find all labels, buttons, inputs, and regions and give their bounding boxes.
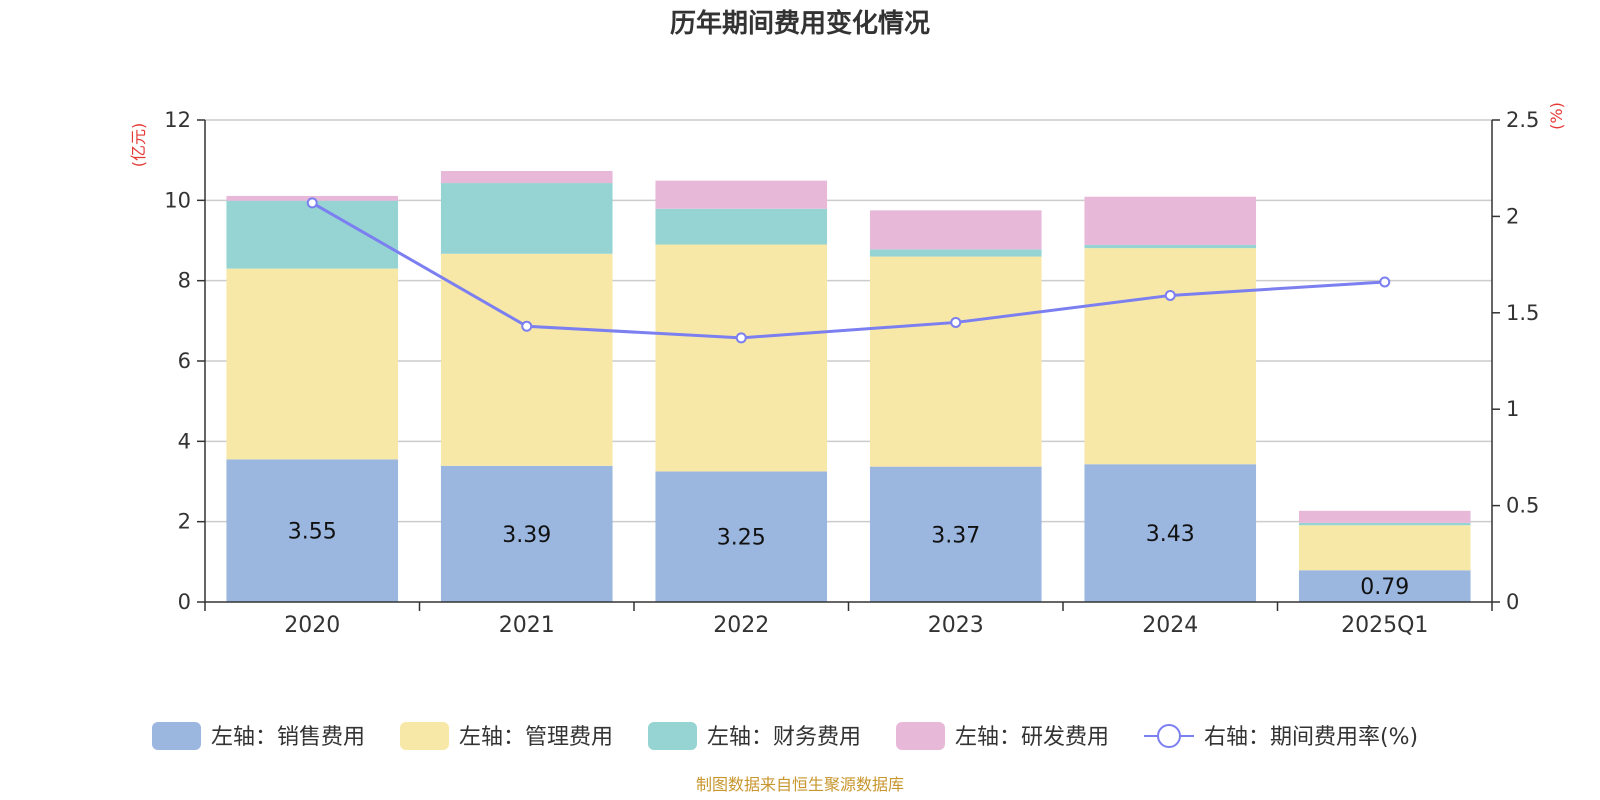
legend-swatch (896, 722, 945, 750)
bar-segment-s0-2021 (440, 465, 613, 602)
left-tick-label: 10 (164, 188, 191, 212)
rate-line-series (306, 197, 1391, 344)
x-tick-label: 2021 (499, 613, 555, 638)
bar-data-label: 3.37 (931, 523, 980, 548)
bar-segment-s0-2023 (869, 466, 1042, 602)
bar-segment-s1-2021 (440, 253, 613, 466)
bar-segment-s1-2022 (655, 244, 828, 472)
legend-label: 左轴：财务费用 (707, 725, 861, 750)
rate-point-2021 (521, 320, 533, 332)
x-tick-label: 2023 (928, 613, 984, 638)
bar-segment-s0-2020 (226, 459, 399, 602)
bar-segment-s2-2020 (226, 200, 399, 269)
left-tick-label: 0 (178, 590, 191, 614)
bar-segment-s1-2020 (226, 268, 399, 460)
left-axis-unit: (亿元) (129, 123, 148, 168)
bar-segment-s0-2025Q1 (1298, 570, 1471, 602)
left-tick-label: 2 (178, 510, 191, 534)
left-tick-label: 12 (164, 108, 191, 132)
bar-segment-s3-2024 (1084, 196, 1257, 245)
bar-segment-s0-2022 (655, 471, 828, 602)
bar-segment-s2-2024 (1084, 244, 1257, 249)
legend-label: 左轴：管理费用 (459, 725, 613, 750)
rate-point-2025Q1 (1379, 276, 1391, 288)
left-axis-ticks: 0 2 4 6 8 10 12 (164, 108, 205, 614)
bar-segment-s2-2022 (655, 208, 828, 245)
right-axis-unit: (%) (1547, 102, 1566, 130)
bar-segment-s3-2022 (655, 180, 828, 209)
bar-data-label: 3.43 (1146, 522, 1195, 547)
legend-swatch (400, 722, 449, 750)
rate-line (311, 201, 1385, 340)
left-tick-label: 4 (178, 429, 191, 453)
bar-segment-s0-2024 (1084, 464, 1257, 602)
bar-data-label: 3.25 (717, 526, 766, 551)
legend-swatch (152, 722, 201, 750)
bar-segment-s1-2023 (869, 256, 1042, 467)
source-note: 制图数据来自恒生聚源数据库 (696, 775, 904, 794)
x-tick-label: 2025Q1 (1341, 613, 1428, 638)
bar-segment-s3-2023 (869, 210, 1042, 250)
bar-data-label: 0.79 (1360, 575, 1409, 600)
bar-segment-s1-2024 (1084, 248, 1257, 465)
legend-label: 左轴：研发费用 (955, 725, 1109, 750)
right-tick-label: 1 (1506, 397, 1519, 421)
left-tick-label: 8 (178, 269, 191, 293)
x-tick-label: 2022 (713, 613, 769, 638)
legend-label: 右轴：期间费用率(%) (1204, 725, 1418, 750)
rate-point-2023 (950, 316, 962, 328)
rate-point-2020 (306, 197, 318, 209)
x-axis-ticks: 2020 2021 2022 2023 2024 2025Q1 (204, 602, 1493, 638)
right-tick-label: 2.5 (1506, 108, 1539, 132)
data-labels: 3.55 3.39 3.25 3.37 3.43 0.79 (288, 520, 1409, 600)
right-tick-label: 2 (1506, 204, 1519, 228)
legend-swatch (648, 722, 697, 750)
bar-series (226, 171, 1471, 602)
legend: 左轴：销售费用 左轴：管理费用 左轴：财务费用 左轴：研发费用 右轴：期间费用率(%) (152, 722, 1418, 750)
rate-point-2024 (1164, 289, 1176, 301)
right-axis-ticks: 0 0.5 1 1.5 2 2.5 (1492, 108, 1539, 614)
gridlines (205, 119, 1492, 523)
bar-data-label: 3.55 (288, 520, 337, 545)
right-tick-label: 1.5 (1506, 301, 1539, 325)
bar-segment-s3-2021 (440, 171, 613, 184)
bar-segment-s2-2023 (869, 249, 1042, 257)
chart-title: 历年期间费用变化情况 (670, 8, 930, 39)
left-tick-label: 6 (178, 349, 191, 373)
legend-label: 左轴：销售费用 (211, 725, 365, 750)
legend-marker (1157, 724, 1181, 748)
bar-segment-s1-2025Q1 (1298, 525, 1471, 571)
x-tick-label: 2024 (1142, 613, 1198, 638)
rate-point-2022 (735, 332, 747, 344)
bar-segment-s2-2025Q1 (1298, 522, 1471, 526)
bar-data-label: 3.39 (502, 523, 551, 548)
right-tick-label: 0.5 (1506, 494, 1539, 518)
right-tick-label: 0 (1506, 590, 1519, 614)
bar-segment-s2-2021 (440, 183, 613, 254)
bar-segment-s3-2025Q1 (1298, 510, 1471, 523)
x-tick-label: 2020 (284, 613, 340, 638)
